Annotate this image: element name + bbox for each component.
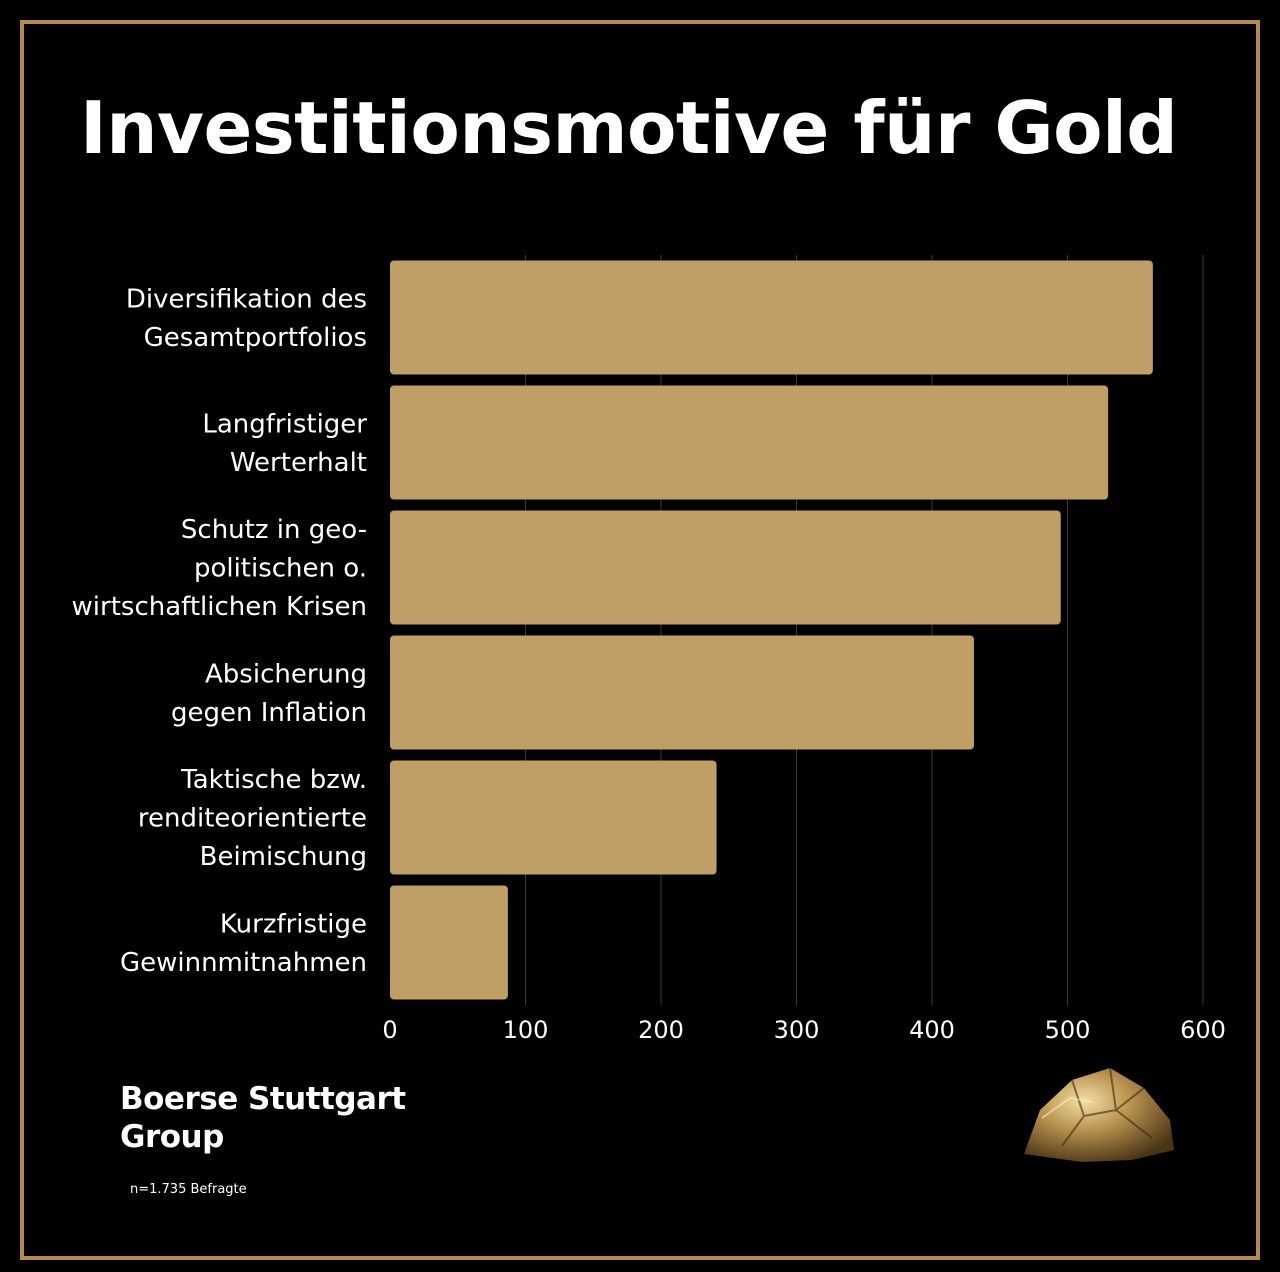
brand-line-1: Boerse Stuttgart	[120, 1081, 406, 1117]
category-label-2: Langfristiger Werterhalt	[202, 409, 367, 478]
category-labels: Diversifikation des Gesamtportfolios Langf…	[72, 284, 368, 978]
bar-4	[390, 635, 975, 750]
category-label-line: Langfristiger	[202, 409, 367, 439]
grid-lines	[525, 255, 1204, 1005]
category-label-3: Schutz in geo-politischen o. wirtschaftli…	[72, 515, 367, 622]
chart-title: Investitionsmotive für Gold	[80, 86, 1178, 170]
bars	[390, 260, 1153, 1000]
x-tick-label-300: 300	[774, 1016, 820, 1044]
category-label-line: politischen o.	[194, 554, 367, 584]
x-axis-ticks: 0 100 200 300 400 500 600	[382, 1016, 1226, 1044]
bar-3	[390, 510, 1061, 625]
category-label-line: Schutz in geo-	[181, 515, 367, 545]
category-label-line: Diversifikation des	[126, 284, 367, 314]
x-tick-label-0: 0	[382, 1016, 397, 1044]
category-label-line: Beimischung	[200, 842, 367, 872]
bar-6	[390, 885, 508, 1000]
category-label-line: wirtschaftlichen Krisen	[72, 592, 367, 622]
category-label-line: Absicherung	[205, 659, 367, 689]
x-tick-label-200: 200	[638, 1016, 684, 1044]
bar-1	[390, 260, 1153, 375]
gold-nugget-icon	[1024, 1067, 1174, 1162]
category-label-line: Taktische bzw.	[180, 765, 367, 795]
category-label-line: renditeorientierte	[138, 804, 367, 834]
bar-2	[390, 385, 1109, 500]
category-label-line: Werterhalt	[230, 448, 367, 478]
category-label-4: Absicherung gegen Inflation	[171, 659, 367, 728]
category-label-1: Diversifikation des Gesamtportfolios	[126, 284, 367, 353]
sample-size-note: n=1.735 Befragte	[130, 1182, 247, 1197]
category-label-line: Gewinnmitnahmen	[120, 948, 367, 978]
x-tick-label-600: 600	[1180, 1016, 1226, 1044]
brand-line-2: Group	[120, 1119, 224, 1155]
category-label-line: gegen Inflation	[171, 698, 367, 728]
category-label-line: Gesamtportfolios	[144, 323, 367, 353]
bar-5	[390, 760, 717, 875]
category-label-line: Kurzfristige	[220, 909, 367, 939]
gold-frame-border	[20, 20, 1260, 1260]
x-tick-label-400: 400	[909, 1016, 955, 1044]
category-label-5: Taktische bzw. renditeorientierte Beimisch…	[138, 765, 367, 872]
category-label-6: Kurzfristige Gewinnmitnahmen	[120, 909, 367, 978]
x-tick-label-100: 100	[503, 1016, 549, 1044]
brand-logo: Boerse Stuttgart Group	[120, 1080, 406, 1156]
x-tick-label-500: 500	[1045, 1016, 1091, 1044]
